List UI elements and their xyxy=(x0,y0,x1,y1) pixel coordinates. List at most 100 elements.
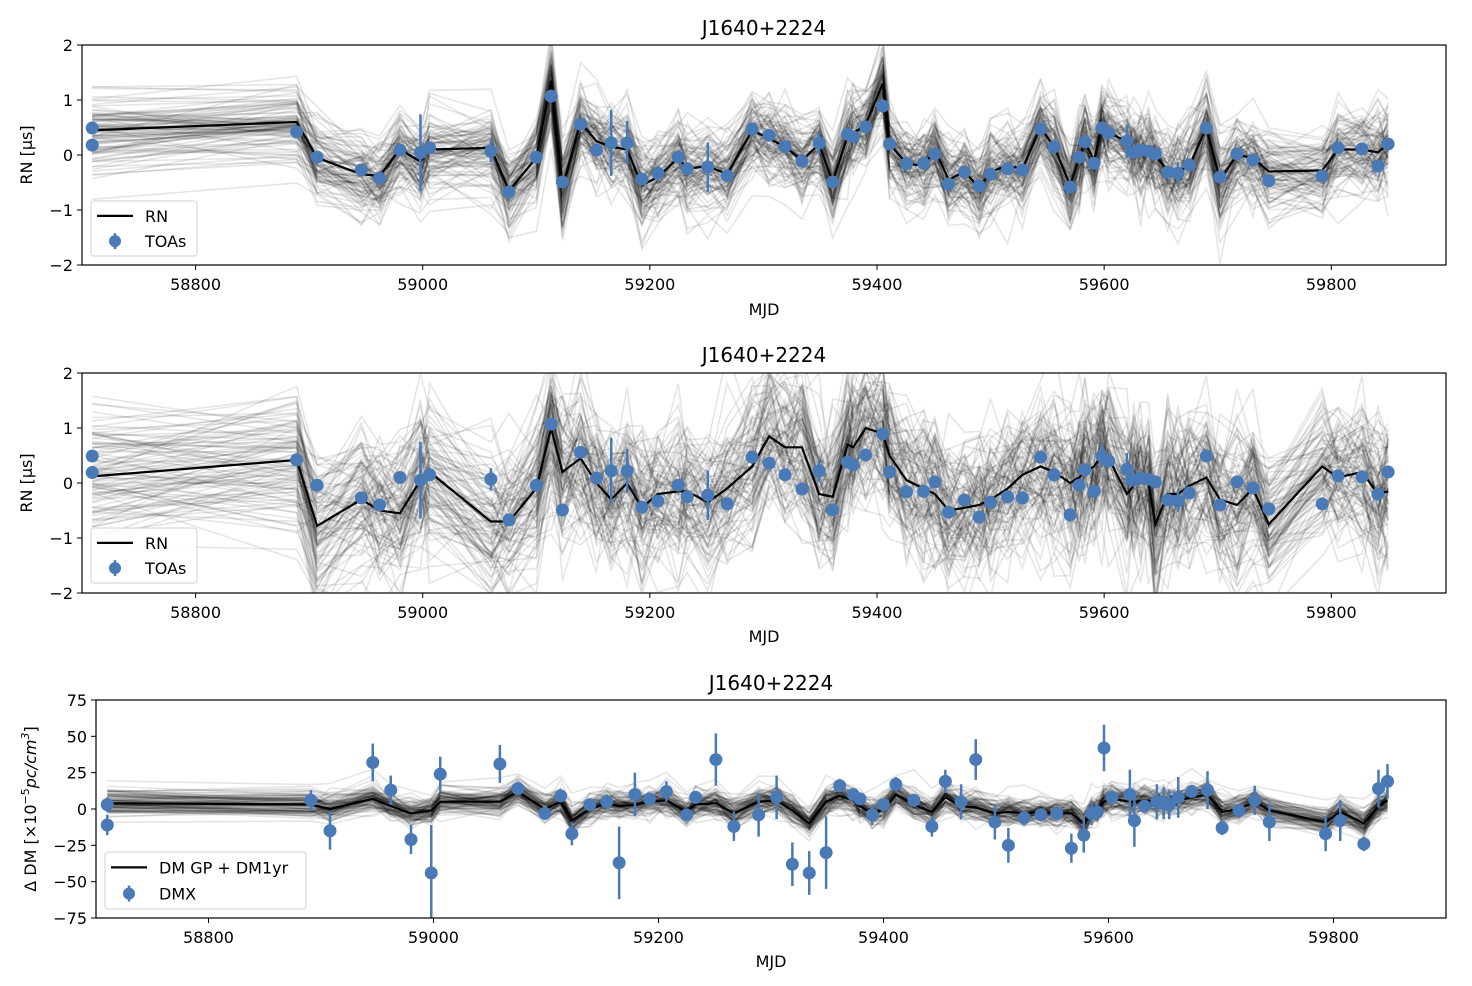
point-marker xyxy=(1148,147,1162,161)
data-point xyxy=(1246,481,1260,495)
point-marker xyxy=(1105,790,1119,804)
realization-line xyxy=(107,789,1389,830)
data-point xyxy=(366,743,380,782)
data-point xyxy=(853,792,867,806)
y-tick-label: 2 xyxy=(63,364,73,383)
data-point xyxy=(1161,493,1175,507)
realization-line xyxy=(91,434,1389,593)
data-point xyxy=(762,128,776,142)
realization-line xyxy=(107,797,1389,839)
point-marker xyxy=(620,136,634,150)
data-point xyxy=(310,478,324,492)
data-point xyxy=(635,500,649,514)
data-point xyxy=(752,793,766,837)
data-point xyxy=(1097,724,1111,772)
point-marker xyxy=(876,99,890,113)
data-point xyxy=(689,790,703,804)
data-point xyxy=(770,775,784,820)
realization-line xyxy=(92,63,1389,192)
realization-line xyxy=(92,373,1389,534)
data-point xyxy=(604,437,618,504)
y-axis-label: Δ DM [×10−5pc/cm3] xyxy=(19,726,40,891)
realization-line xyxy=(92,373,1389,515)
data-point xyxy=(600,794,614,809)
point-marker xyxy=(1001,162,1015,176)
realization-line xyxy=(92,450,1389,568)
realization-line xyxy=(107,794,1389,840)
point-marker xyxy=(393,143,407,157)
data-point xyxy=(1063,180,1077,194)
realization-line xyxy=(92,473,1389,593)
data-point xyxy=(1077,817,1091,853)
point-marker xyxy=(1078,463,1092,477)
data-point xyxy=(1034,808,1048,822)
data-point xyxy=(555,175,569,189)
data-point xyxy=(1138,799,1151,813)
panel-title: J1640+2224 xyxy=(700,343,826,367)
point-marker xyxy=(85,466,99,480)
realization-line xyxy=(92,422,1389,593)
point-marker xyxy=(957,493,971,507)
data-point xyxy=(859,448,873,462)
point-marker xyxy=(85,121,99,135)
point-marker xyxy=(373,171,387,185)
point-marker xyxy=(384,783,398,797)
point-marker xyxy=(1072,478,1086,492)
realization-line xyxy=(107,795,1388,834)
data-points xyxy=(85,417,1395,527)
point-marker xyxy=(484,144,498,158)
realization-line xyxy=(92,373,1389,571)
point-marker xyxy=(1381,774,1394,788)
point-marker xyxy=(620,464,634,478)
point-marker xyxy=(1315,169,1329,183)
data-point xyxy=(529,150,543,164)
data-point xyxy=(354,163,368,177)
data-point xyxy=(1171,162,1185,185)
data-point xyxy=(1171,490,1185,513)
data-point xyxy=(583,798,597,812)
data-point xyxy=(680,162,694,176)
point-marker xyxy=(1315,497,1329,511)
realization-line xyxy=(107,792,1389,833)
realization-line xyxy=(92,407,1389,570)
point-marker xyxy=(1120,134,1134,148)
data-point xyxy=(833,779,847,793)
data-point xyxy=(957,165,971,179)
y-axis-label-units: pc/cm xyxy=(21,740,40,790)
realization-line xyxy=(92,106,1389,212)
point-marker xyxy=(1072,150,1086,164)
data-point xyxy=(393,471,407,484)
point-marker xyxy=(1087,484,1101,498)
x-tick-label: 59000 xyxy=(397,275,448,294)
realization-line xyxy=(92,373,1389,525)
point-marker xyxy=(1034,808,1048,822)
legend-label: TOAs xyxy=(144,232,186,251)
point-marker xyxy=(785,857,799,871)
data-point xyxy=(969,739,983,780)
data-point xyxy=(373,171,387,185)
point-marker xyxy=(680,162,694,176)
panel-rn-top: J1640+2224 MJD RN [μs] 58800 59000 59200 59… xyxy=(17,16,1447,319)
point-marker xyxy=(802,866,816,880)
realization-line xyxy=(92,373,1389,570)
realization-line xyxy=(92,379,1389,518)
point-marker xyxy=(574,445,588,459)
data-point xyxy=(1315,169,1329,183)
realization-line xyxy=(92,373,1389,526)
point-marker xyxy=(876,427,890,441)
realization-line xyxy=(92,112,1389,244)
data-point xyxy=(1148,475,1162,489)
point-marker xyxy=(1171,494,1185,508)
realization-line xyxy=(107,788,1389,831)
panel-title: J1640+2224 xyxy=(700,16,826,40)
realization-line xyxy=(92,373,1389,524)
data-point xyxy=(720,497,734,511)
realization-line xyxy=(92,424,1389,573)
realization-line xyxy=(92,373,1389,532)
y-tick-label: −2 xyxy=(49,584,73,603)
data-point xyxy=(1355,470,1369,484)
realization-line xyxy=(92,383,1389,547)
y-tick-label: 75 xyxy=(67,691,87,710)
data-point xyxy=(928,475,942,489)
data-point xyxy=(826,503,840,517)
